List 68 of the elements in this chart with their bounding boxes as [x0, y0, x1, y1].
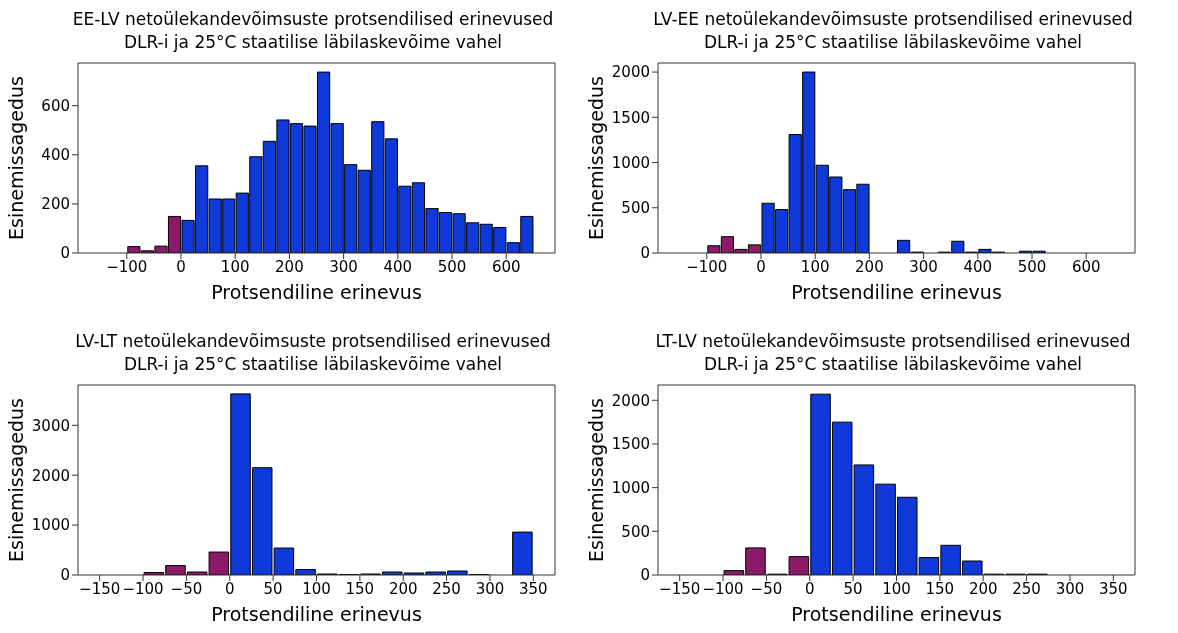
x-tick-label: −100 — [106, 257, 148, 276]
x-tick-label: −100 — [702, 579, 744, 598]
x-tick-label: 300 — [475, 579, 505, 598]
x-tick-label: 300 — [909, 257, 938, 276]
x-tick-label: 600 — [1071, 257, 1101, 276]
y-tick-label: 0 — [640, 244, 650, 263]
x-tick-label: 300 — [329, 257, 358, 276]
y-tick-label: 0 — [60, 244, 70, 263]
y-axis-title: Esinemissagedus — [4, 76, 27, 240]
chart-title: LT-LV netoülekandevõimsuste protsendilised erinevused DLR-i ja 25°C staatilise läbilaskevõime vahel — [654, 330, 1132, 376]
y-tick-label: 2000 — [31, 466, 70, 485]
y-tick-label: 1500 — [611, 435, 650, 454]
x-tick-label: −150 — [79, 579, 121, 598]
x-tick-label: 0 — [225, 579, 235, 598]
x-tick-label: 100 — [800, 257, 830, 276]
x-tick-label: 200 — [275, 257, 304, 276]
y-tick-label: 500 — [621, 199, 650, 218]
y-tick-label: 400 — [41, 146, 70, 165]
x-tick-label: 150 — [925, 579, 955, 598]
x-tick-label: −150 — [659, 579, 701, 598]
x-tick-label: 100 — [882, 579, 911, 598]
x-tick-label: 0 — [176, 257, 186, 276]
x-tick-label: −50 — [170, 579, 203, 598]
y-tick-label: 2000 — [611, 63, 650, 82]
x-tick-label: 100 — [302, 579, 331, 598]
x-tick-label: 0 — [756, 257, 766, 276]
x-tick-label: 200 — [968, 579, 998, 598]
x-tick-label: 50 — [263, 579, 283, 598]
y-tick-label: 0 — [640, 566, 650, 585]
x-tick-label: 350 — [519, 579, 548, 598]
y-tick-label: 0 — [60, 566, 70, 585]
y-tick-label: 200 — [41, 195, 70, 214]
x-tick-label: 250 — [432, 579, 461, 598]
x-tick-label: 350 — [1099, 579, 1128, 598]
x-axis-title: Protsendiline erinevus — [211, 281, 422, 303]
x-tick-label: 600 — [491, 257, 521, 276]
x-tick-label: 200 — [388, 579, 418, 598]
y-axis-title: Esinemissagedus — [584, 76, 607, 240]
y-tick-label: 1000 — [611, 478, 650, 497]
y-tick-label: 1500 — [611, 108, 650, 127]
x-tick-label: 500 — [1017, 257, 1047, 276]
y-tick-label: 2000 — [611, 391, 650, 410]
x-tick-label: −50 — [750, 579, 783, 598]
x-tick-label: 300 — [1055, 579, 1085, 598]
y-tick-label: 600 — [41, 97, 70, 116]
x-tick-label: 400 — [383, 257, 413, 276]
x-tick-label: −100 — [122, 579, 164, 598]
x-tick-label: 50 — [843, 579, 863, 598]
x-tick-label: 100 — [220, 257, 250, 276]
y-tick-label: 500 — [621, 522, 650, 541]
x-tick-label: −100 — [686, 257, 728, 276]
x-tick-label: 500 — [437, 257, 467, 276]
x-tick-label: 0 — [805, 579, 815, 598]
y-tick-label: 1000 — [31, 516, 70, 535]
y-tick-label: 1000 — [611, 153, 650, 172]
x-tick-label: 250 — [1012, 579, 1041, 598]
chart-title: LV-LT netoülekandevõimsuste protsendilised erinevused DLR-i ja 25°C staatilise läbilaskevõime vahel — [74, 330, 552, 376]
y-tick-label: 3000 — [31, 416, 70, 435]
chart-title: EE-LV netoülekandevõimsuste protsendilised erinevused DLR-i ja 25°C staatilise läbilaskevõime vahel — [71, 8, 555, 54]
x-axis-title: Protsendiline erinevus — [791, 603, 1002, 625]
x-axis-title: Protsendiline erinevus — [211, 603, 422, 625]
x-axis-title: Protsendiline erinevus — [791, 281, 1002, 303]
x-tick-label: 150 — [345, 579, 375, 598]
y-axis-title: Esinemissagedus — [584, 398, 607, 562]
x-tick-label: 400 — [963, 257, 993, 276]
chart-title: LV-EE netoülekandevõimsuste protsendilised erinevused DLR-i ja 25°C staatilise läbilaskevõime vahel — [652, 8, 1134, 54]
y-axis-title: Esinemissagedus — [4, 398, 27, 562]
x-tick-label: 200 — [855, 257, 884, 276]
